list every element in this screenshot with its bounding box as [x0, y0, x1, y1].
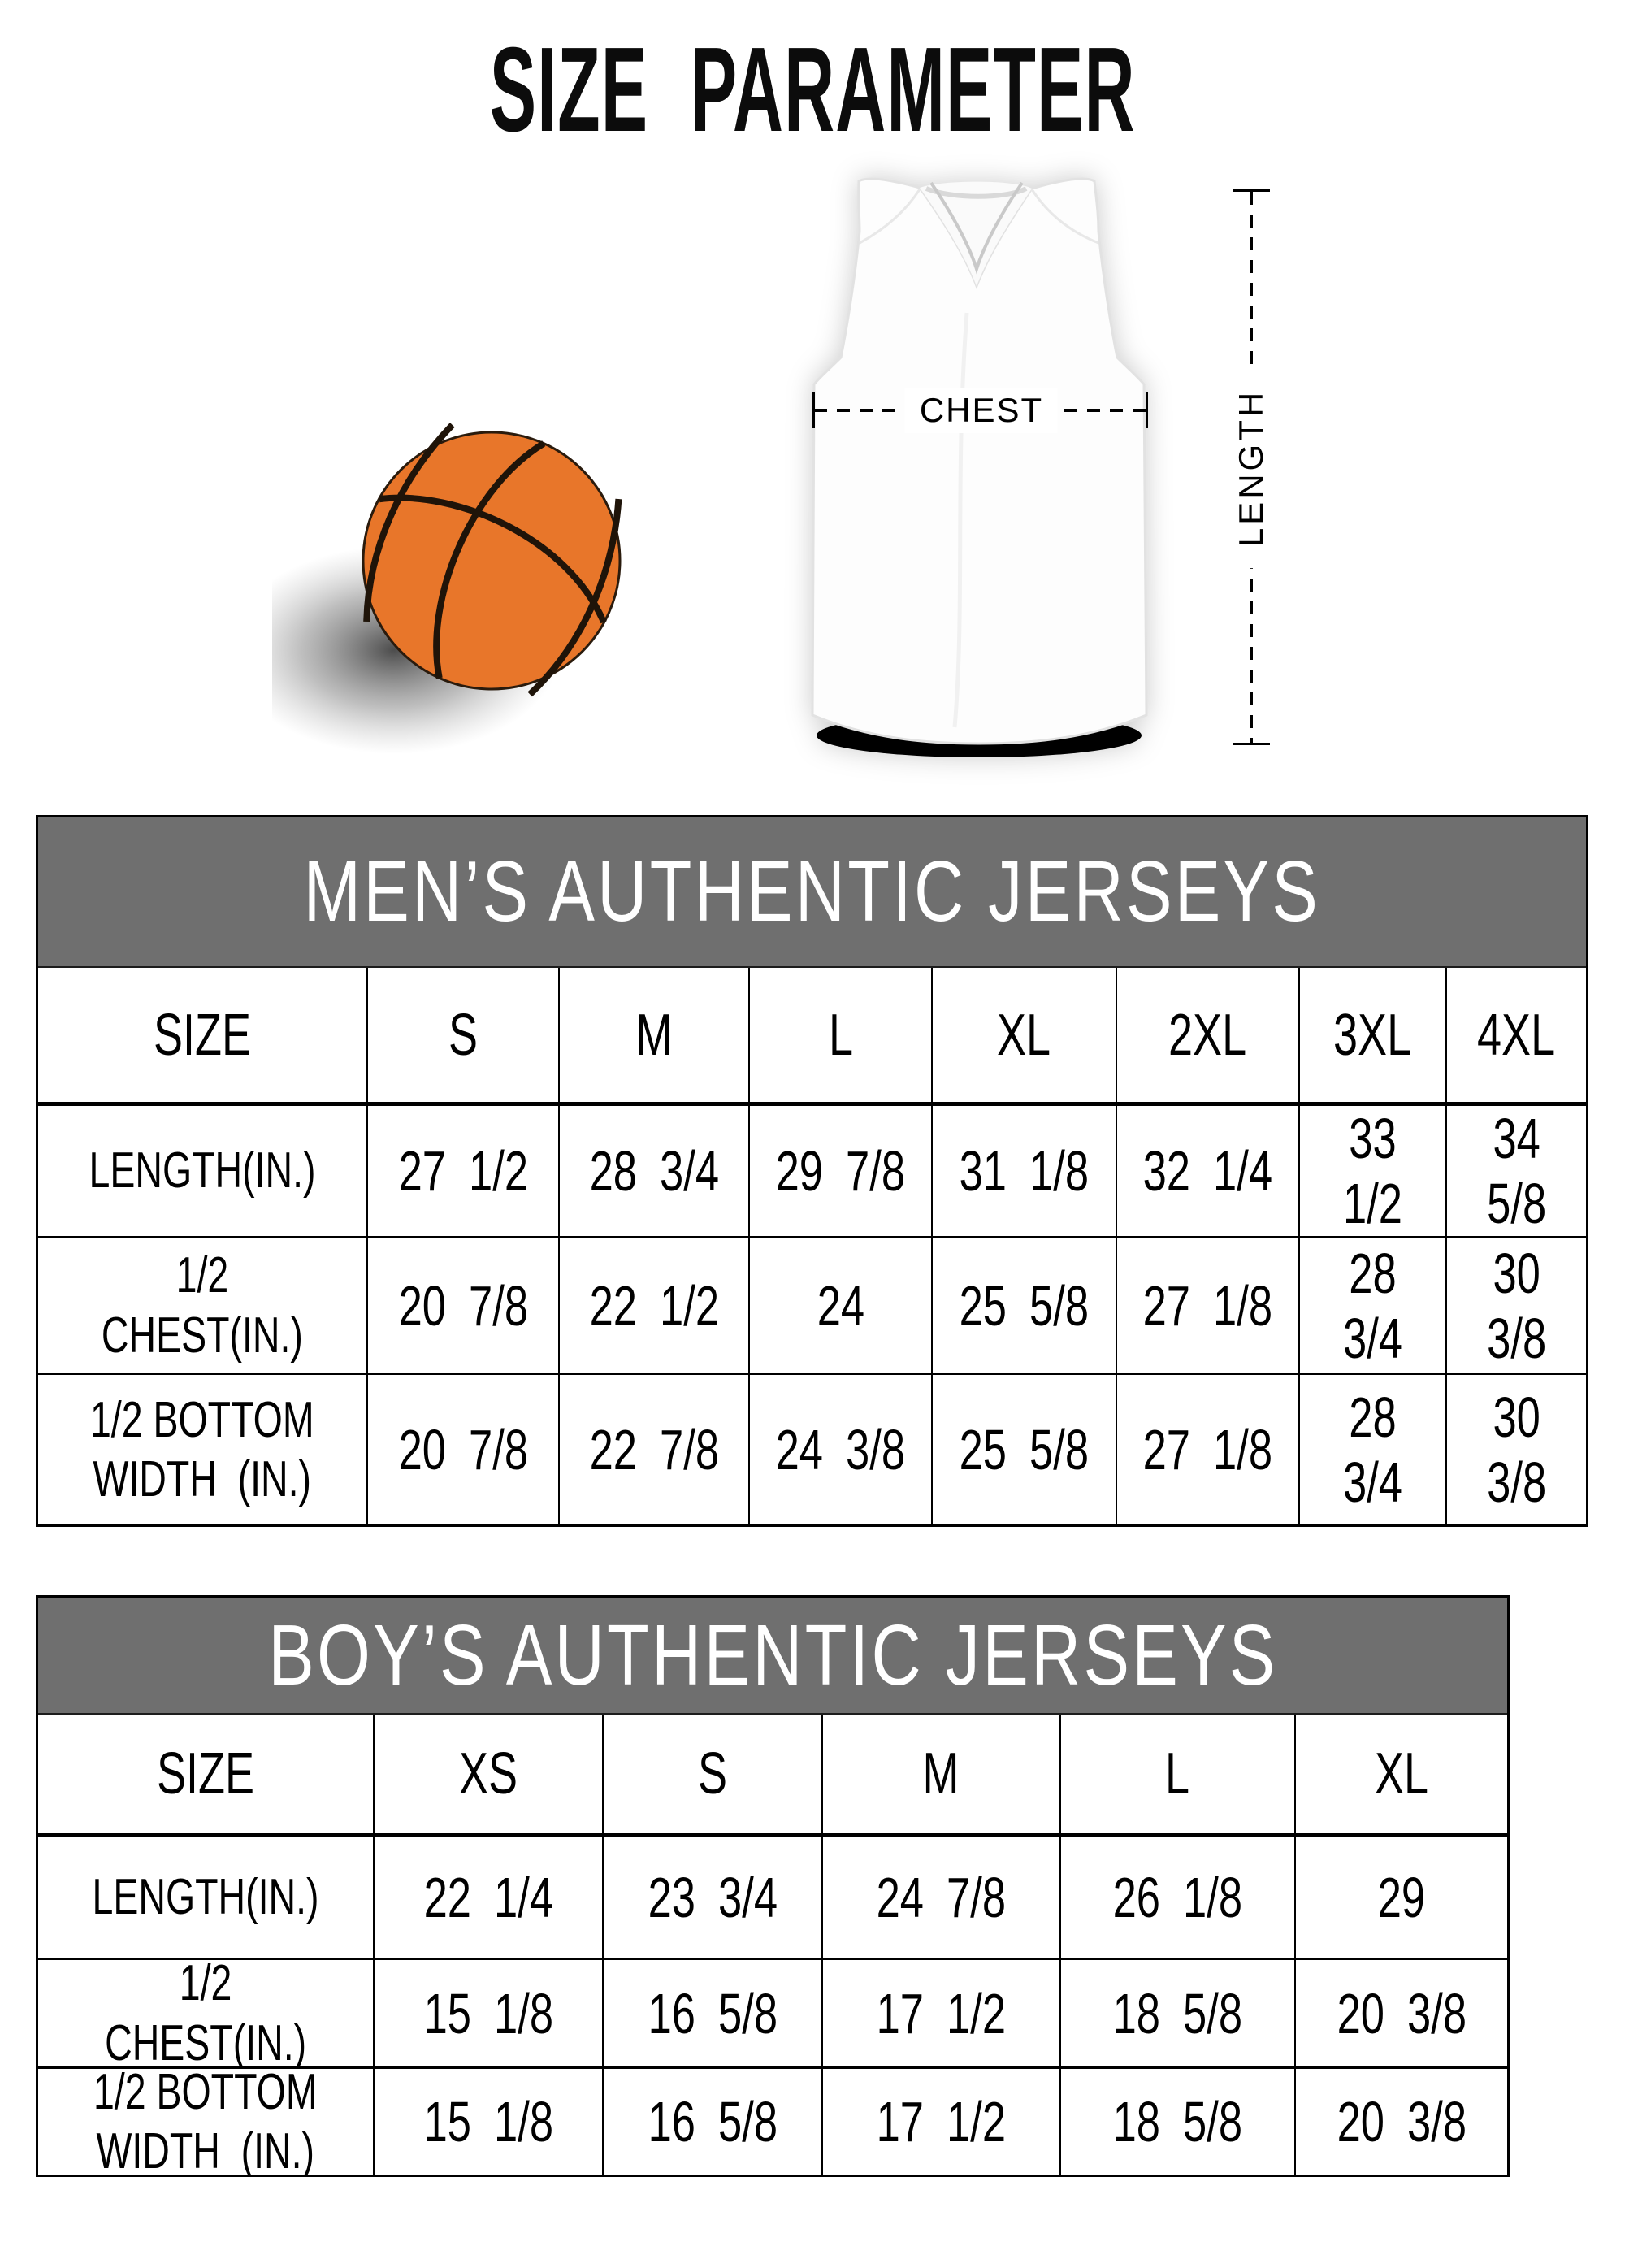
size-col-header: S — [366, 968, 558, 1102]
length-measure-tick-top — [1233, 189, 1270, 192]
row-label-cell: 1/2 BOTTOM WIDTH (IN.) — [90, 1391, 314, 1507]
value-cell: 31 1/8 — [931, 1106, 1116, 1236]
value-cell: 33 1/2 — [1298, 1106, 1445, 1236]
row-label-cell: 1/2 CHEST(IN.) — [101, 1247, 303, 1364]
value-cell: 22 7/8 — [558, 1375, 748, 1524]
size-col-header: 2XL — [1115, 968, 1298, 1102]
size-col-header: XL — [1294, 1715, 1507, 1833]
boys-table-title-bar: BOY’S AUTHENTIC JERSEYS — [38, 1598, 1507, 1715]
jersey-illustration — [811, 177, 1148, 757]
value-cell: 25 5/8 — [931, 1238, 1116, 1373]
value-cell: 20 7/8 — [366, 1238, 558, 1373]
value-cell: 28 3/4 — [1298, 1238, 1445, 1373]
size-col-header: XL — [931, 968, 1116, 1102]
size-col-header: L — [748, 968, 931, 1102]
page-title-text: SIZE PARAMETER — [489, 23, 1136, 157]
boys-chest-row: 1/2 CHEST(IN.) 15 1/8 16 5/8 17 1/2 18 5… — [38, 1958, 1507, 2066]
mens-bottom-width-row: 1/2 BOTTOM WIDTH (IN.) 20 7/8 22 7/8 24 … — [38, 1373, 1586, 1524]
size-col-header: 3XL — [1298, 968, 1445, 1102]
basketball-icon — [272, 423, 622, 754]
value-cell: 22 1/2 — [558, 1238, 748, 1373]
value-cell: 18 5/8 — [1059, 2069, 1294, 2175]
value-cell: 18 5/8 — [1059, 1960, 1294, 2066]
boys-size-table: BOY’S AUTHENTIC JERSEYS SIZE XS S M L XL… — [36, 1595, 1510, 2177]
mens-header-row: SIZE S M L XL 2XL 3XL 4XL — [38, 968, 1586, 1102]
value-cell: 27 1/2 — [366, 1106, 558, 1236]
size-col-header: M — [558, 968, 748, 1102]
value-cell: 24 3/8 — [748, 1375, 931, 1524]
chest-measure-tick-left — [812, 392, 815, 428]
row-label-cell: 1/2 BOTTOM WIDTH (IN.) — [93, 2069, 318, 2175]
boys-header-row: SIZE XS S M L XL — [38, 1715, 1507, 1833]
size-col-header: M — [821, 1715, 1060, 1833]
value-cell: 29 7/8 — [748, 1106, 931, 1236]
size-col-header: L — [1059, 1715, 1294, 1833]
chest-label: CHEST — [904, 388, 1059, 433]
value-cell: 30 3/8 — [1445, 1238, 1586, 1373]
boys-bottom-width-row: 1/2 BOTTOM WIDTH (IN.) 15 1/8 16 5/8 17 … — [38, 2066, 1507, 2175]
boys-table-title: BOY’S AUTHENTIC JERSEYS — [267, 1607, 1278, 1703]
mens-length-row: LENGTH(IN.) 27 1/2 28 3/4 29 7/8 31 1/8 … — [38, 1102, 1586, 1236]
value-cell: 22 1/4 — [373, 1837, 602, 1958]
value-cell: 16 5/8 — [602, 2069, 821, 2175]
size-col-header: XS — [373, 1715, 602, 1833]
row-label-cell: 1/2 CHEST(IN.) — [105, 1960, 307, 2066]
value-cell: 23 3/4 — [602, 1837, 821, 1958]
value-cell: 15 1/8 — [373, 2069, 602, 2175]
value-cell: 24 7/8 — [821, 1837, 1060, 1958]
value-cell: 20 3/8 — [1294, 1960, 1507, 2066]
value-cell: 20 3/8 — [1294, 2069, 1507, 2175]
value-cell: 28 3/4 — [558, 1106, 748, 1236]
value-cell: 17 1/2 — [821, 2069, 1060, 2175]
value-cell: 27 1/8 — [1115, 1375, 1298, 1524]
value-cell: 28 3/4 — [1298, 1375, 1445, 1524]
value-cell: 24 — [748, 1238, 931, 1373]
mens-table-title-bar: MEN’S AUTHENTIC JERSEYS — [38, 817, 1586, 968]
value-cell: 17 1/2 — [821, 1960, 1060, 2066]
value-cell: 27 1/8 — [1115, 1238, 1298, 1373]
size-col-header: 4XL — [1445, 968, 1586, 1102]
value-cell: 15 1/8 — [373, 1960, 602, 2066]
value-cell: 34 5/8 — [1445, 1106, 1586, 1236]
mens-table-title: MEN’S AUTHENTIC JERSEYS — [303, 843, 1321, 939]
value-cell: 32 1/4 — [1115, 1106, 1298, 1236]
size-header-cell: SIZE — [153, 1002, 251, 1068]
row-label-cell: LENGTH(IN.) — [92, 1869, 319, 1926]
mens-size-table: MEN’S AUTHENTIC JERSEYS SIZE S M L XL 2X… — [36, 815, 1588, 1527]
value-cell: 29 — [1294, 1837, 1507, 1958]
chest-measure-tick-right — [1146, 392, 1148, 428]
size-header-cell: SIZE — [157, 1741, 255, 1806]
value-cell: 26 1/8 — [1059, 1837, 1294, 1958]
size-col-header: S — [602, 1715, 821, 1833]
page-title: SIZE PARAMETER — [0, 21, 1625, 159]
length-measure-tick-bottom — [1233, 743, 1270, 745]
length-label: LENGTH — [1228, 367, 1274, 569]
value-cell: 16 5/8 — [602, 1960, 821, 2066]
boys-length-row: LENGTH(IN.) 22 1/4 23 3/4 24 7/8 26 1/8 … — [38, 1833, 1507, 1958]
value-cell: 25 5/8 — [931, 1375, 1116, 1524]
value-cell: 30 3/8 — [1445, 1375, 1586, 1524]
mens-chest-row: 1/2 CHEST(IN.) 20 7/8 22 1/2 24 25 5/8 2… — [38, 1236, 1586, 1373]
value-cell: 20 7/8 — [366, 1375, 558, 1524]
row-label-cell: LENGTH(IN.) — [89, 1143, 316, 1199]
